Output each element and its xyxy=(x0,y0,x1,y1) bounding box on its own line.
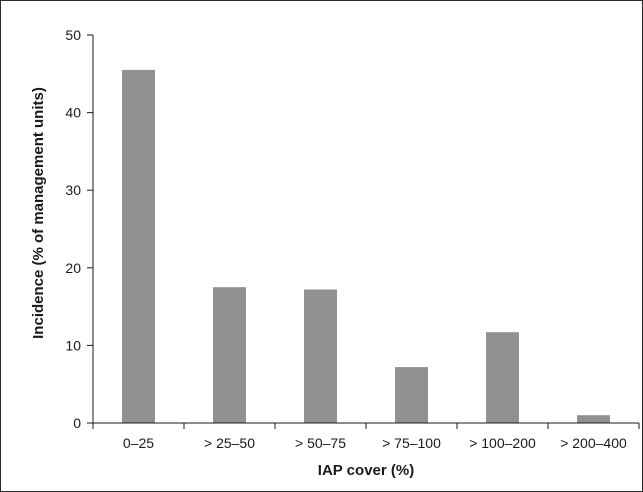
y-tick-label-10: 10 xyxy=(65,337,81,353)
y-tick-label-20: 20 xyxy=(65,260,81,276)
x-tick-label-1: 0–25 xyxy=(123,435,154,451)
x-tick-label-5: > 100–200 xyxy=(469,435,536,451)
bar-3 xyxy=(304,289,337,423)
bar-5 xyxy=(486,332,519,423)
x-tick-label-2: > 25–50 xyxy=(204,435,255,451)
x-tick-label-3: > 50–75 xyxy=(295,435,346,451)
bar-6 xyxy=(577,415,610,423)
y-tick-label-0: 0 xyxy=(73,415,81,431)
y-axis-label: Incidence (% of management units) xyxy=(30,87,47,339)
x-tick-label-6: > 200–400 xyxy=(560,435,627,451)
y-tick-label-40: 40 xyxy=(65,105,81,121)
bar-2 xyxy=(213,287,246,423)
y-tick-label-50: 50 xyxy=(65,27,81,43)
bars-group xyxy=(122,69,610,424)
axes-group: 0 10 20 30 40 50 0–25 > 25–50 > 50–75 > 75–100 > 1… xyxy=(65,27,640,451)
bar-1 xyxy=(122,69,155,424)
x-axis-label: IAP cover (%) xyxy=(318,462,414,479)
y-tick-label-30: 30 xyxy=(65,182,81,198)
x-tick-label-4: > 75–100 xyxy=(382,435,441,451)
bar-4 xyxy=(395,367,428,423)
